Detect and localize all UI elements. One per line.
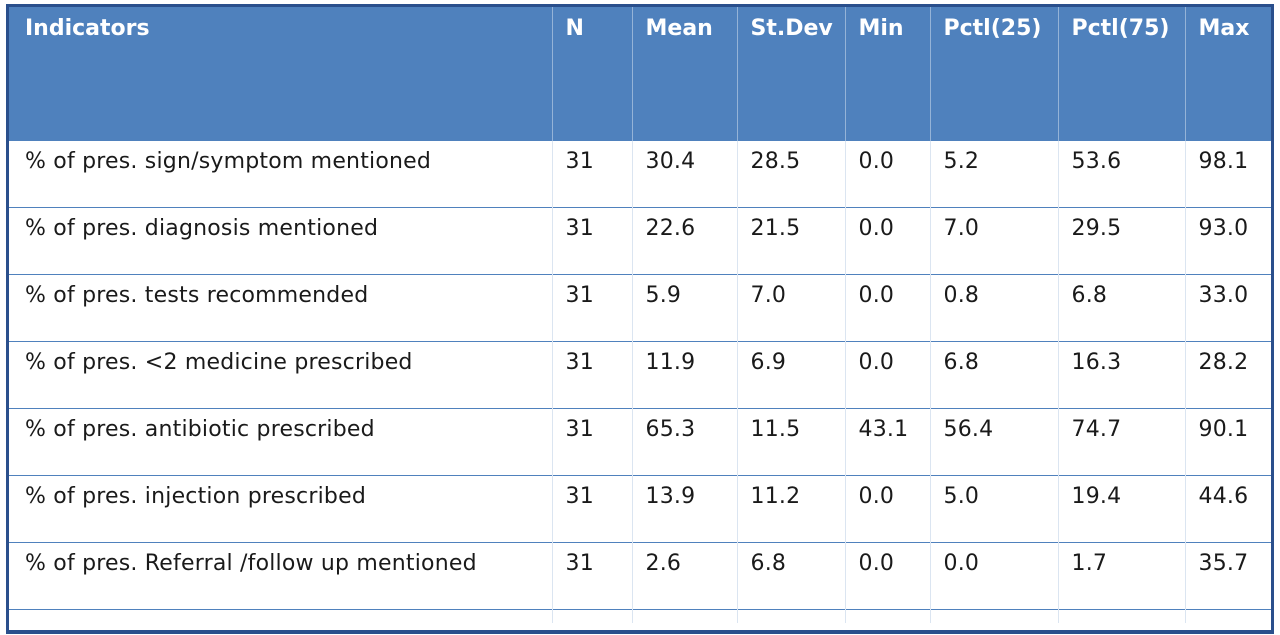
pctl-25-cell: 6.8 xyxy=(929,340,1058,408)
pctl-75-cell: 19.4 xyxy=(1057,474,1185,542)
spacer-cell xyxy=(9,608,552,623)
n-cell: 31 xyxy=(551,206,632,274)
min-cell: 0.0 xyxy=(844,139,930,207)
max-cell: 44.6 xyxy=(1184,474,1271,542)
spacer-cell xyxy=(929,608,1058,623)
pctl-75-cell: 6.8 xyxy=(1057,273,1185,341)
max-cell: 35.7 xyxy=(1184,541,1271,609)
indicators-table: Indicators N Mean St.Dev Min Pctl(25) Pc… xyxy=(9,7,1271,623)
table-row: % of pres. <2 medicine prescribed 31 11.… xyxy=(9,340,1271,408)
spacer-cell xyxy=(1057,608,1185,623)
pctl-75-cell: 29.5 xyxy=(1057,206,1185,274)
spacer-cell xyxy=(631,608,737,623)
table-row: % of pres. Referral /follow up mentioned… xyxy=(9,541,1271,609)
pctl-75-cell: 74.7 xyxy=(1057,407,1185,475)
header-max: Max xyxy=(1184,7,1271,140)
indicator-cell: % of pres. Referral /follow up mentioned xyxy=(9,541,552,609)
spacer-cell xyxy=(736,608,845,623)
st-dev-cell: 6.9 xyxy=(736,340,845,408)
st-dev-cell: 11.5 xyxy=(736,407,845,475)
table-row: % of pres. injection prescribed 31 13.9 … xyxy=(9,474,1271,542)
min-cell: 43.1 xyxy=(844,407,930,475)
header-indicators: Indicators xyxy=(9,7,552,140)
pctl-75-cell: 1.7 xyxy=(1057,541,1185,609)
mean-cell: 11.9 xyxy=(631,340,737,408)
pctl-25-cell: 56.4 xyxy=(929,407,1058,475)
n-cell: 31 xyxy=(551,273,632,341)
st-dev-cell: 11.2 xyxy=(736,474,845,542)
table-frame: Indicators N Mean St.Dev Min Pctl(25) Pc… xyxy=(6,4,1274,634)
table-row: % of pres. diagnosis mentioned 31 22.6 2… xyxy=(9,206,1271,274)
indicator-cell: % of pres. antibiotic prescribed xyxy=(9,407,552,475)
mean-cell: 30.4 xyxy=(631,139,737,207)
indicator-cell: % of pres. injection prescribed xyxy=(9,474,552,542)
min-cell: 0.0 xyxy=(844,273,930,341)
indicator-cell: % of pres. tests recommended xyxy=(9,273,552,341)
n-cell: 31 xyxy=(551,139,632,207)
max-cell: 98.1 xyxy=(1184,139,1271,207)
max-cell: 33.0 xyxy=(1184,273,1271,341)
header-st-dev: St.Dev xyxy=(736,7,845,140)
pctl-75-cell: 16.3 xyxy=(1057,340,1185,408)
header-min: Min xyxy=(844,7,930,140)
table-row: % of pres. sign/symptom mentioned 31 30.… xyxy=(9,139,1271,207)
pctl-25-cell: 7.0 xyxy=(929,206,1058,274)
mean-cell: 2.6 xyxy=(631,541,737,609)
header-row: Indicators N Mean St.Dev Min Pctl(25) Pc… xyxy=(9,7,1271,140)
spacer-cell xyxy=(844,608,930,623)
max-cell: 28.2 xyxy=(1184,340,1271,408)
n-cell: 31 xyxy=(551,340,632,408)
header-pctl-25: Pctl(25) xyxy=(929,7,1058,140)
n-cell: 31 xyxy=(551,541,632,609)
spacer-cell xyxy=(551,608,632,623)
indicator-cell: % of pres. sign/symptom mentioned xyxy=(9,139,552,207)
header-mean: Mean xyxy=(631,7,737,140)
st-dev-cell: 7.0 xyxy=(736,273,845,341)
header-pctl-75: Pctl(75) xyxy=(1057,7,1185,140)
mean-cell: 5.9 xyxy=(631,273,737,341)
max-cell: 93.0 xyxy=(1184,206,1271,274)
st-dev-cell: 6.8 xyxy=(736,541,845,609)
min-cell: 0.0 xyxy=(844,474,930,542)
table-bottom-spacer xyxy=(9,608,1271,623)
max-cell: 90.1 xyxy=(1184,407,1271,475)
table-row: % of pres. tests recommended 31 5.9 7.0 … xyxy=(9,273,1271,341)
mean-cell: 13.9 xyxy=(631,474,737,542)
st-dev-cell: 21.5 xyxy=(736,206,845,274)
pctl-25-cell: 0.0 xyxy=(929,541,1058,609)
mean-cell: 22.6 xyxy=(631,206,737,274)
st-dev-cell: 28.5 xyxy=(736,139,845,207)
spacer-cell xyxy=(1184,608,1271,623)
pctl-75-cell: 53.6 xyxy=(1057,139,1185,207)
n-cell: 31 xyxy=(551,474,632,542)
n-cell: 31 xyxy=(551,407,632,475)
indicator-cell: % of pres. diagnosis mentioned xyxy=(9,206,552,274)
indicator-cell: % of pres. <2 medicine prescribed xyxy=(9,340,552,408)
header-n: N xyxy=(551,7,632,140)
table-row: % of pres. antibiotic prescribed 31 65.3… xyxy=(9,407,1271,475)
min-cell: 0.0 xyxy=(844,206,930,274)
pctl-25-cell: 0.8 xyxy=(929,273,1058,341)
pctl-25-cell: 5.2 xyxy=(929,139,1058,207)
mean-cell: 65.3 xyxy=(631,407,737,475)
min-cell: 0.0 xyxy=(844,541,930,609)
pctl-25-cell: 5.0 xyxy=(929,474,1058,542)
min-cell: 0.0 xyxy=(844,340,930,408)
